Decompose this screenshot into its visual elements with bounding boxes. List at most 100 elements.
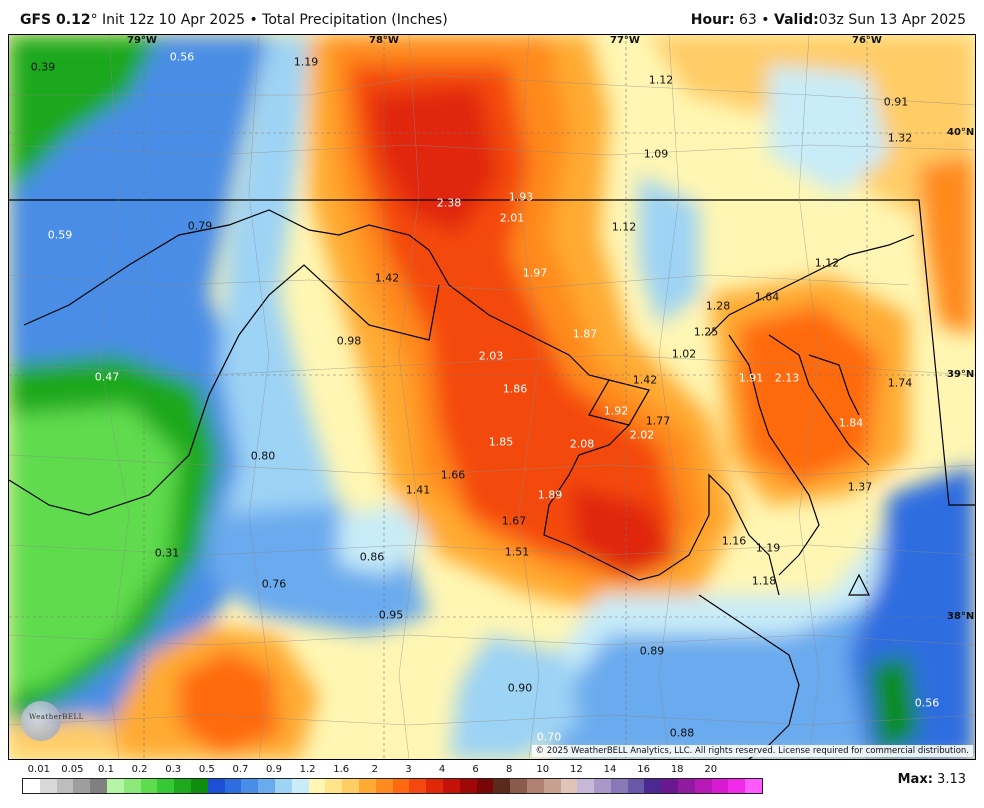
precipitation-map[interactable]: 79°W 78°W 77°W 76°W 40°N 39°N 38°N 0.39 0.56 1.…	[8, 34, 976, 760]
legend-swatch	[392, 779, 410, 793]
legend-swatch	[610, 779, 628, 793]
legend-tick-label: 0.05	[61, 764, 84, 775]
legend-swatch	[560, 779, 578, 793]
precip-value-label: 1.16	[721, 534, 747, 548]
longitude-label: 76°W	[852, 35, 882, 46]
precip-value-label: 0.90	[507, 681, 533, 695]
precip-value-label: 0.56	[914, 696, 940, 710]
legend-swatch	[594, 779, 611, 793]
precip-value-label: 1.77	[645, 414, 671, 428]
degree-symbol: °	[90, 12, 98, 28]
legend-swatch	[291, 779, 309, 793]
legend-tick-label: 12	[570, 764, 583, 775]
legend-swatch	[325, 779, 343, 793]
precip-value-label: 1.25	[693, 325, 719, 339]
legend-swatch	[493, 779, 511, 793]
legend-swatch	[661, 779, 679, 793]
precip-value-label: 1.19	[293, 55, 319, 69]
precip-value-label: 1.93	[508, 190, 534, 204]
legend-swatch	[274, 779, 292, 793]
precip-value-label: 2.38	[436, 196, 462, 210]
precip-value-label: 0.88	[669, 726, 695, 740]
state-borders	[9, 199, 975, 759]
logo-disc	[21, 701, 61, 741]
precip-value-label: 1.64	[754, 290, 780, 304]
map-canvas	[9, 35, 975, 759]
legend-tick-labels: 0.01 0.05 0.1 0.2 0.3 0.5 0.7 0.9 1.2 1.6 2 3 4 6 8 10 1…	[22, 764, 718, 778]
legend-swatch	[476, 779, 494, 793]
legend-tick-label: 14	[603, 764, 617, 775]
legend-tick-label: 1.6	[333, 764, 350, 775]
legend-tick-label: 1.2	[299, 764, 316, 775]
graticule	[9, 35, 975, 759]
precip-value-label: 1.02	[671, 347, 697, 361]
legend-color-bar	[22, 778, 764, 794]
precip-value-label: 2.01	[499, 211, 525, 225]
precip-value-label: 2.03	[478, 349, 504, 363]
valid-label: Valid:	[774, 12, 819, 28]
legend-swatch	[174, 779, 191, 793]
legend-tick-label: 0.9	[266, 764, 282, 775]
precip-value-label: 2.08	[569, 437, 595, 451]
legend-swatch	[745, 779, 763, 793]
precip-value-label: 1.41	[405, 483, 431, 497]
precip-value-label: 1.18	[751, 574, 777, 588]
valid-value: 03z Sun 13 Apr 2025	[818, 12, 966, 28]
precip-value-label: 0.39	[30, 60, 56, 74]
precip-value-label: 0.59	[47, 228, 73, 242]
precip-value-label: 1.37	[847, 480, 873, 494]
precip-value-label: 0.98	[336, 334, 362, 348]
legend-tick-label: 0.2	[131, 764, 148, 775]
precip-value-label: 1.32	[887, 131, 913, 145]
longitude-label: 78°W	[369, 35, 399, 46]
legend-tick-label: 0.3	[165, 764, 182, 775]
precip-value-label: 0.91	[883, 95, 909, 109]
legend-tick-label: 2	[371, 764, 378, 775]
legend-swatch	[123, 779, 141, 793]
precip-value-label: 1.66	[440, 468, 466, 482]
legend-tick-label: 0.01	[27, 764, 50, 775]
legend-swatch	[56, 779, 74, 793]
legend-swatch	[459, 779, 477, 793]
legend-swatch	[224, 779, 242, 793]
legend-tick-label: 20	[704, 764, 718, 775]
precip-value-label: 1.12	[611, 220, 637, 234]
legend-swatch	[644, 779, 662, 793]
precip-value-label: 1.86	[502, 382, 528, 396]
legend-swatch	[258, 779, 275, 793]
precip-value-label: 1.89	[537, 488, 563, 502]
precip-value-label: 0.70	[536, 730, 562, 744]
precip-value-label: 1.91	[738, 371, 764, 385]
precip-value-label: 0.89	[639, 644, 665, 658]
header: GFS 0.12° Init 12z 10 Apr 2025 • Total P…	[0, 0, 984, 34]
max-value: 3.13	[937, 772, 966, 787]
precip-value-label: 2.13	[774, 371, 800, 385]
precip-value-label: 0.56	[169, 50, 195, 64]
legend-swatch	[39, 779, 57, 793]
legend-tick-label: 10	[536, 764, 550, 775]
legend-swatch	[526, 779, 544, 793]
legend-tick-label: 6	[472, 764, 479, 775]
legend-swatch	[140, 779, 158, 793]
county-lines	[9, 35, 975, 759]
valid-time: Hour: 63 • Valid:03z Sun 13 Apr 2025	[691, 12, 966, 28]
precip-value-label: 1.12	[814, 256, 840, 270]
precip-value-label: 1.84	[838, 416, 864, 430]
legend-swatch	[543, 779, 561, 793]
separator: •	[761, 12, 770, 28]
precip-value-label: 1.09	[643, 147, 669, 161]
legend-swatch	[694, 779, 712, 793]
precip-value-label: 0.80	[250, 449, 276, 463]
longitude-label: 79°W	[127, 35, 157, 46]
legend-tick-label: 4	[438, 764, 446, 775]
precip-value-label: 1.42	[632, 373, 658, 387]
precip-value-label: 1.97	[522, 266, 548, 280]
legend-swatch	[241, 779, 259, 793]
legend-swatch	[342, 779, 359, 793]
legend-swatch	[90, 779, 107, 793]
legend-swatch	[73, 779, 91, 793]
precip-value-label: 1.12	[648, 73, 674, 87]
latitude-label: 39°N	[947, 369, 975, 380]
legend-swatch	[442, 779, 460, 793]
legend-swatch	[375, 779, 393, 793]
